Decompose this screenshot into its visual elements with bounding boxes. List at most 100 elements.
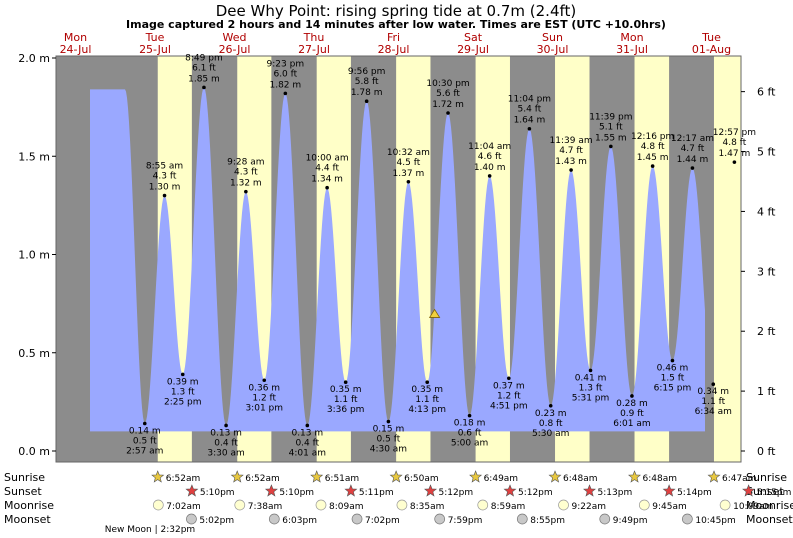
moonrise-time: 9:45am (652, 502, 687, 512)
day-date: 28-Jul (378, 43, 410, 56)
moonset-icon (682, 513, 693, 525)
tide-ft-label: 4.3 ft (153, 172, 177, 182)
tide-time-label: 10:00 am (306, 154, 349, 164)
tide-point (325, 185, 329, 190)
tide-m-label: 0.35 m (411, 385, 443, 395)
sun-moon-rows: Sunrise Sunrise 6:52am 6:52am 6:51am 6:50am 6:… (4, 470, 793, 526)
current-level-marker (428, 308, 441, 318)
moonrise-icon (396, 499, 408, 511)
tide-point (548, 404, 553, 408)
tide-point (690, 166, 695, 170)
day-name: Wed (223, 31, 247, 44)
day-date: 29-Jul (457, 43, 489, 56)
tide-m-label: 0.14 m (129, 426, 161, 436)
tide-point (670, 358, 675, 363)
day-date: 26-Jul (219, 43, 251, 56)
tide-point (283, 91, 288, 96)
tide-marks: 0.14 m0.5 ft2:57 am8:55 am4.3 ft1.30 m0.… (126, 53, 756, 458)
moonrise-icon (234, 499, 246, 511)
moonset-icon (186, 513, 197, 525)
tide-m-label: 1.45 m (637, 153, 669, 163)
y-tick-label-m: 2.0 m (18, 52, 50, 65)
tide-point (630, 394, 634, 398)
tide-point (487, 174, 492, 178)
sunrise-time: 6:49am (484, 474, 519, 484)
day-name: Tue (701, 31, 721, 44)
new-moon-label: New Moon | 2:32pm (105, 525, 195, 535)
tide-time-label: 4:51 pm (490, 401, 528, 411)
tide-m-label: 1.64 m (514, 116, 546, 126)
tide-point (425, 380, 430, 385)
tide-m-label: 1.34 m (311, 175, 343, 185)
tide-time-label: 5:00 am (451, 439, 488, 449)
y-axes: 0.0 m 0.5 m 1.0 m 1.5 m 2.0 m 0 ft 1 ft 2 ft 3 f… (18, 52, 776, 458)
moonrise-icon (315, 499, 327, 511)
tide-ft-label: 1.2 ft (252, 393, 276, 403)
y-tick-label-ft: 4 ft (757, 205, 776, 218)
tide-point (527, 126, 532, 131)
sunrise-icon (310, 470, 324, 483)
tide-m-label: 0.37 m (493, 381, 525, 391)
tide-ft-label: 1.1 ft (701, 397, 725, 407)
tide-area (90, 87, 705, 432)
tide-time-label: 11:04 am (468, 142, 511, 152)
moonset-time: 10:45pm (695, 516, 735, 526)
sunset-icon (264, 484, 278, 497)
moonrise-icon (719, 499, 731, 511)
sunrise-time: 6:47am (722, 474, 757, 484)
sunrise-time: 6:50am (404, 474, 439, 484)
tide-m-label: 0.34 m (697, 387, 729, 397)
row-label-sunrise: Sunrise (4, 471, 45, 484)
tide-time-label: 11:39 pm (589, 112, 632, 122)
moonrise-icon (152, 499, 164, 511)
day-name: Sat (464, 31, 483, 44)
moonset-time: 6:03pm (282, 516, 317, 526)
tide-point (386, 419, 391, 424)
tide-ft-label: 1.5 ft (661, 374, 685, 384)
sunrise-time: 6:48am (643, 474, 678, 484)
sunset-icon (662, 484, 676, 497)
tide-time-label: 5:31 pm (572, 393, 610, 403)
y-tick-label-m: 0.0 m (18, 445, 50, 458)
chart-title: Dee Why Point: rising spring tide at 0.7… (216, 2, 577, 20)
tide-ft-label: 0.4 ft (295, 438, 319, 448)
tide-ft-label: 5.8 ft (355, 77, 379, 87)
tide-m-label: 0.35 m (330, 385, 362, 395)
tide-time-label: 11:04 pm (508, 95, 551, 105)
sunrise-icon (151, 470, 165, 483)
tide-ft-label: 0.6 ft (458, 429, 482, 439)
moonrise-time: 7:38am (248, 502, 282, 512)
tide-ft-label: 4.5 ft (397, 158, 421, 168)
water-curve (90, 87, 705, 432)
sunset-time: 5:11pm (359, 488, 394, 498)
tide-ft-label: 0.5 ft (133, 436, 157, 446)
plot-frame (55, 55, 742, 463)
moonset-time: 7:59pm (448, 516, 483, 526)
tide-m-label: 1.85 m (188, 74, 220, 84)
y-tick-label-m: 0.5 m (18, 347, 50, 360)
tide-time-label: 3:01 pm (245, 403, 283, 413)
tide-ft-label: 4.8 ft (723, 138, 747, 148)
tide-m-label: 0.39 m (167, 377, 199, 387)
tide-ft-label: 4.3 ft (234, 168, 258, 178)
day-date: 27-Jul (298, 43, 330, 56)
sunset-time: 5:14pm (677, 488, 712, 498)
tide-ft-label: 0.5 ft (377, 435, 401, 445)
tide-time-label: 12:17 am (671, 134, 714, 144)
tide-ft-label: 4.8 ft (641, 142, 665, 152)
tide-time-label: 10:32 am (387, 148, 430, 158)
day-name: Mon (620, 31, 643, 44)
sunset-icon (742, 484, 756, 497)
sunset-time: 5:12pm (438, 488, 473, 498)
sunset-icon (583, 484, 596, 497)
moonrise-icon (638, 499, 650, 511)
moonset-icon (351, 513, 363, 525)
tide-point (364, 99, 369, 104)
day-date: 30-Jul (537, 43, 569, 56)
moonset-icon (516, 513, 528, 525)
tide-point (588, 368, 593, 373)
moonrise-time: 8:59am (491, 502, 526, 512)
tide-m-label: 0.13 m (291, 428, 323, 438)
moonrise-time: 7:02am (166, 502, 201, 512)
tide-m-label: 1.44 m (677, 155, 709, 165)
